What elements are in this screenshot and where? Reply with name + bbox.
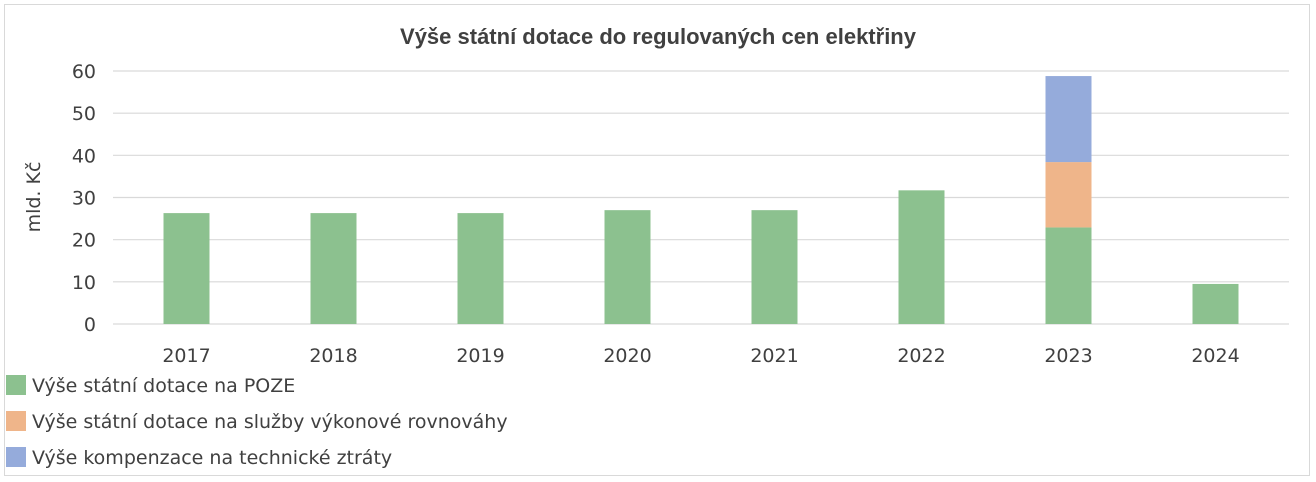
bar-2021-series-1 [751, 210, 798, 324]
legend-swatch [6, 375, 26, 395]
legend: Výše státní dotace na POZE Výše státní do… [6, 375, 508, 469]
x-tick-label: 2023 [1044, 345, 1092, 367]
bar-2022-series-1 [898, 190, 945, 324]
x-tick-label: 2020 [603, 345, 651, 367]
y-tick-label: 60 [72, 61, 96, 83]
x-tick-label: 2019 [456, 345, 504, 367]
bar-2018-series-1 [310, 213, 357, 324]
bar-2017-series-1 [163, 213, 210, 324]
y-tick-label: 0 [84, 314, 96, 336]
y-axis-label: mld. Kč [23, 162, 45, 233]
x-tick-label: 2018 [309, 345, 357, 367]
legend-label: Výše státní dotace na služby výkonové ro… [32, 411, 508, 433]
y-tick-label: 10 [72, 272, 96, 294]
y-axis-ticks: 0 10 20 30 40 50 60 [72, 61, 96, 336]
x-tick-label: 2024 [1191, 345, 1239, 367]
bar-2023-series-3 [1045, 76, 1092, 163]
bar-2024-series-1 [1192, 283, 1239, 324]
x-tick-label: 2017 [162, 345, 210, 367]
x-axis-ticks: 2017 2018 2019 2020 2021 2022 2023 2024 [162, 345, 1239, 367]
chart-title: Výše státní dotace do regulovaných cen e… [400, 24, 917, 49]
legend-label: Výše státní dotace na POZE [32, 375, 295, 397]
bar-2023-series-1 [1045, 227, 1092, 324]
legend-swatch [6, 411, 26, 431]
y-tick-label: 20 [72, 230, 96, 252]
legend-label: Výše kompenzace na technické ztráty [32, 447, 392, 469]
bar-2019-series-1 [457, 213, 504, 324]
bars [163, 76, 1239, 324]
y-tick-label: 30 [72, 188, 96, 210]
bar-2020-series-1 [604, 210, 651, 324]
gridlines [113, 70, 1289, 325]
x-tick-label: 2021 [750, 345, 798, 367]
y-tick-label: 40 [72, 145, 96, 167]
bar-2023-series-2 [1045, 162, 1092, 228]
y-tick-label: 50 [72, 103, 96, 125]
x-tick-label: 2022 [897, 345, 945, 367]
legend-swatch [6, 447, 26, 467]
